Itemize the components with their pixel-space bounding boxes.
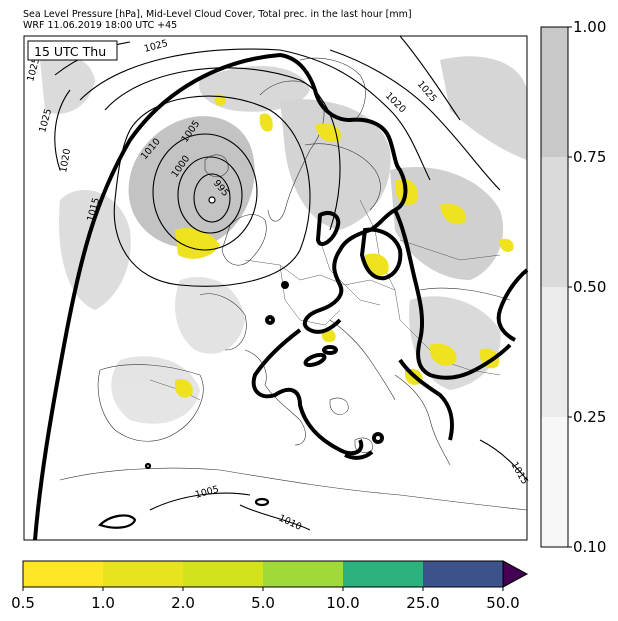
- precip-tick: 25.0: [406, 594, 439, 612]
- isobar-label: 1020: [58, 148, 73, 174]
- precip-tick: 0.5: [11, 594, 35, 612]
- precip-bin: [103, 561, 183, 587]
- precip-tick: 50.0: [486, 594, 519, 612]
- precip-tick: 2.0: [171, 594, 195, 612]
- map-panel: 1025 1025 1025 1020 1015 1010 1005 1000 …: [23, 35, 530, 541]
- precipitation-colorbar: 0.5 1.0 2.0 5.0 10.0 25.0 50.0: [11, 560, 529, 612]
- isobars-south: [97, 462, 270, 529]
- precip-bin: [183, 561, 263, 587]
- cloud-cover-bin: [541, 287, 568, 417]
- cloud-cover-areas: [40, 55, 527, 424]
- precip-bin: [263, 561, 343, 587]
- precip-tick: 10.0: [326, 594, 359, 612]
- chart-title-line2: WRF 11.06.2019 18:00 UTC +45: [23, 20, 178, 31]
- cloud-cover-bin: [541, 27, 568, 157]
- precip-bin: [343, 561, 423, 587]
- cloud-cover-bin: [541, 157, 568, 287]
- precipitation-cells: [175, 94, 514, 398]
- isobar-1015: [33, 52, 529, 541]
- chart-title-line1: Sea Level Pressure [hPa], Mid-Level Clou…: [23, 9, 412, 20]
- time-label: 15 UTC Thu: [34, 44, 106, 59]
- cloud-cover-tick: 0.75: [573, 148, 606, 166]
- cloud-cover-tick: 0.50: [573, 278, 606, 296]
- precip-bin: [423, 561, 503, 587]
- precip-tick: 1.0: [91, 594, 115, 612]
- cloud-cover-colorbar: 1.00 0.75 0.50 0.25 0.10: [540, 18, 606, 556]
- time-label-box: 15 UTC Thu: [27, 40, 118, 61]
- cloud-cover-bin: [541, 417, 568, 547]
- precip-bin: [23, 561, 103, 587]
- low-pressure-center: [208, 196, 216, 204]
- cloud-cover-tick: 0.25: [573, 408, 606, 426]
- precip-extend-arrow: [502, 560, 529, 588]
- cloud-cover-tick: 0.10: [573, 538, 606, 556]
- cloud-cover-tick: 1.00: [573, 18, 606, 36]
- precip-tick: 5.0: [251, 594, 275, 612]
